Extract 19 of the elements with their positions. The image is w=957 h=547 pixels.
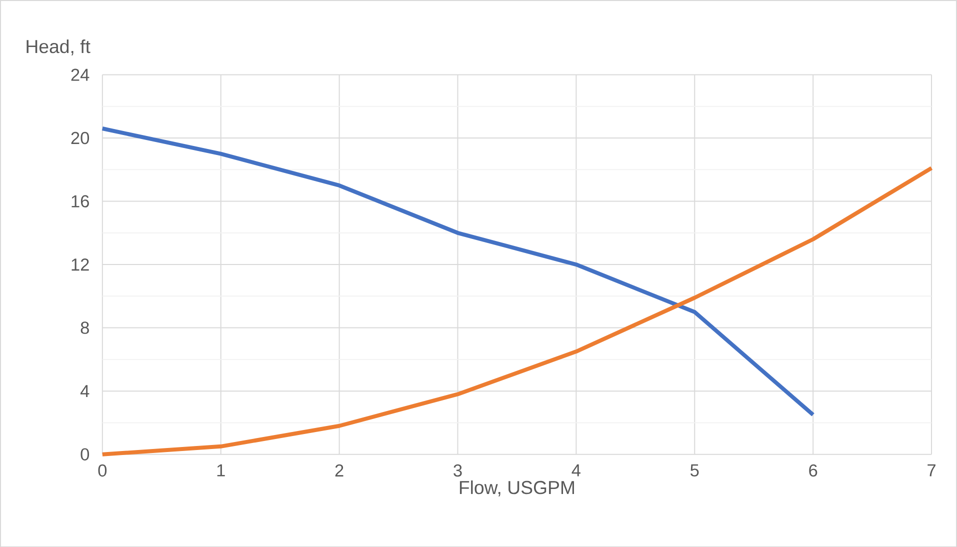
y-tick-label: 4 bbox=[80, 384, 90, 397]
x-tick-label: 5 bbox=[690, 464, 699, 476]
y-tick-label: 16 bbox=[72, 194, 89, 208]
line-series bbox=[100, 126, 816, 417]
x-axis-title: Flow, USGPM bbox=[460, 480, 574, 496]
x-tick-label: 7 bbox=[928, 464, 936, 476]
x-tick-label: 0 bbox=[98, 464, 107, 476]
y-tick-label: 20 bbox=[71, 132, 90, 144]
y-axis-title: Head, ft bbox=[26, 39, 90, 56]
x-tick-label: 6 bbox=[809, 464, 818, 476]
x-tick-label: 1 bbox=[217, 464, 225, 476]
line-series bbox=[100, 166, 934, 456]
x-tick-label: 2 bbox=[335, 464, 344, 476]
y-tick-label: 12 bbox=[72, 258, 89, 270]
y-tick-label: 24 bbox=[71, 68, 90, 81]
x-tick-label: 4 bbox=[572, 464, 580, 476]
y-tick-label: 8 bbox=[80, 321, 89, 334]
y-tick-label: 0 bbox=[80, 448, 90, 460]
x-tick-label: 3 bbox=[454, 464, 462, 476]
